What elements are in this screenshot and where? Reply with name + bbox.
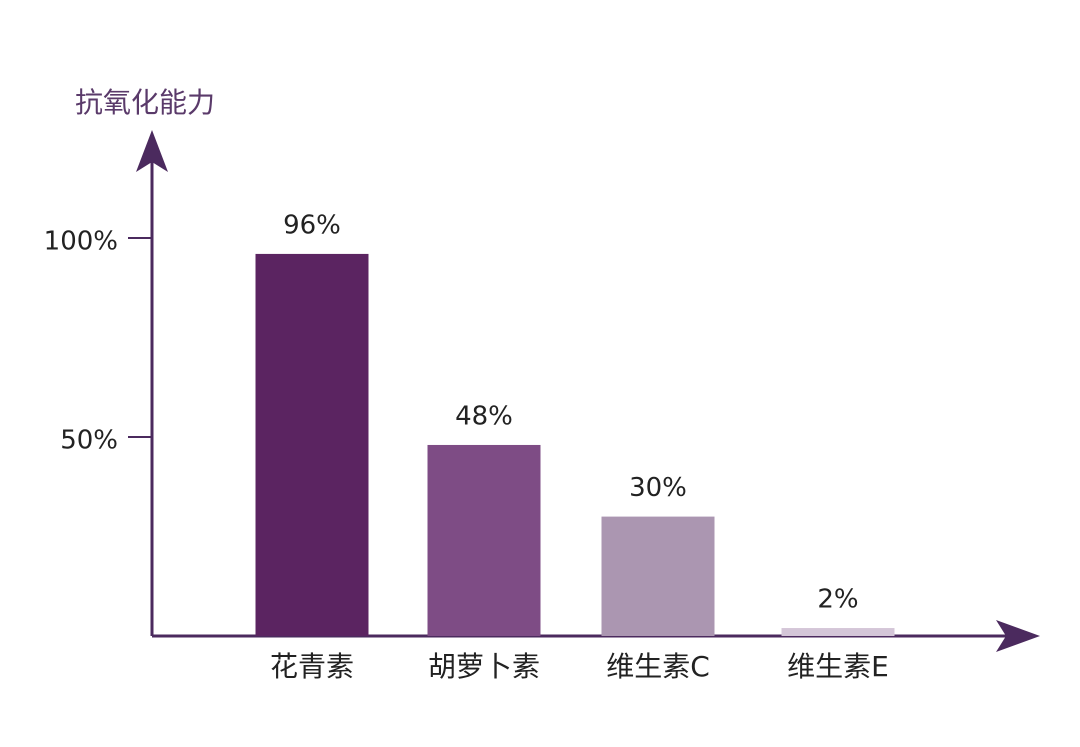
value-label: 2% — [817, 585, 858, 615]
y-axis-arrow — [136, 130, 168, 172]
bar — [255, 253, 369, 637]
bar — [427, 444, 541, 636]
bar — [601, 516, 715, 636]
x-tick-label: 维生素E — [787, 650, 889, 683]
x-tick-label: 维生素C — [606, 650, 710, 683]
y-tick-label: 50% — [60, 426, 118, 456]
value-label: 96% — [283, 210, 341, 240]
value-label: 30% — [629, 473, 687, 503]
x-tick-label: 花青素 — [270, 650, 354, 683]
value-label: 48% — [455, 401, 513, 431]
x-tick-label: 胡萝卜素 — [428, 650, 540, 683]
bar — [781, 628, 895, 636]
y-axis-label: 抗氧化能力 — [75, 86, 215, 119]
y-tick-label: 100% — [44, 227, 118, 257]
x-axis-arrow — [996, 620, 1040, 652]
